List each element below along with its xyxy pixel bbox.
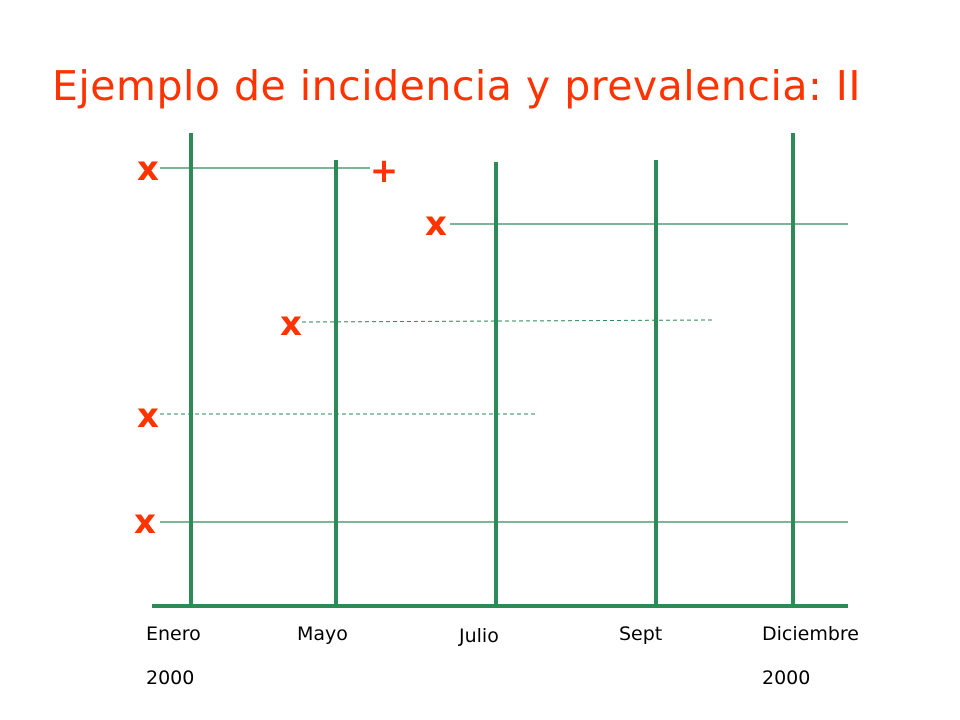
case-onset-marker-3: x xyxy=(280,304,302,344)
axis-label-sept: Sept xyxy=(619,623,662,645)
axis-label-enero: Enero xyxy=(146,623,201,645)
case-line-3 xyxy=(301,319,714,323)
axis-label-enero-year: 2000 xyxy=(146,667,194,689)
axis-label-diciembre-year: 2000 xyxy=(762,667,810,689)
case-onset-marker-4: x xyxy=(137,396,159,436)
case-onset-marker-5: x xyxy=(134,502,156,542)
slide-title: Ejemplo de incidencia y prevalencia: II xyxy=(52,62,861,110)
axis-label-mayo: Mayo xyxy=(297,623,348,645)
case-onset-marker-1: x xyxy=(137,149,159,189)
case-end-marker-1: + xyxy=(370,151,399,191)
case-onset-marker-2: x xyxy=(425,204,447,244)
axis-label-julio: Julio xyxy=(458,625,499,647)
axis-label-diciembre: Diciembre xyxy=(762,623,859,645)
